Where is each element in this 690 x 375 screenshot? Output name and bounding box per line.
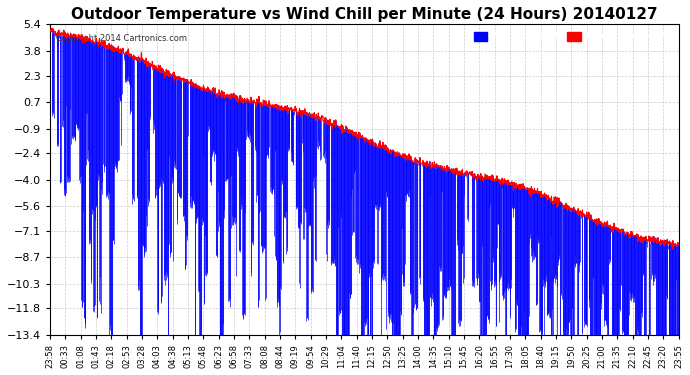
Title: Outdoor Temperature vs Wind Chill per Minute (24 Hours) 20140127: Outdoor Temperature vs Wind Chill per Mi… <box>71 7 658 22</box>
Legend: Wind Chill (°F), Temperature (°F): Wind Chill (°F), Temperature (°F) <box>471 29 674 44</box>
Text: Copyright 2014 Cartronics.com: Copyright 2014 Cartronics.com <box>57 34 188 43</box>
